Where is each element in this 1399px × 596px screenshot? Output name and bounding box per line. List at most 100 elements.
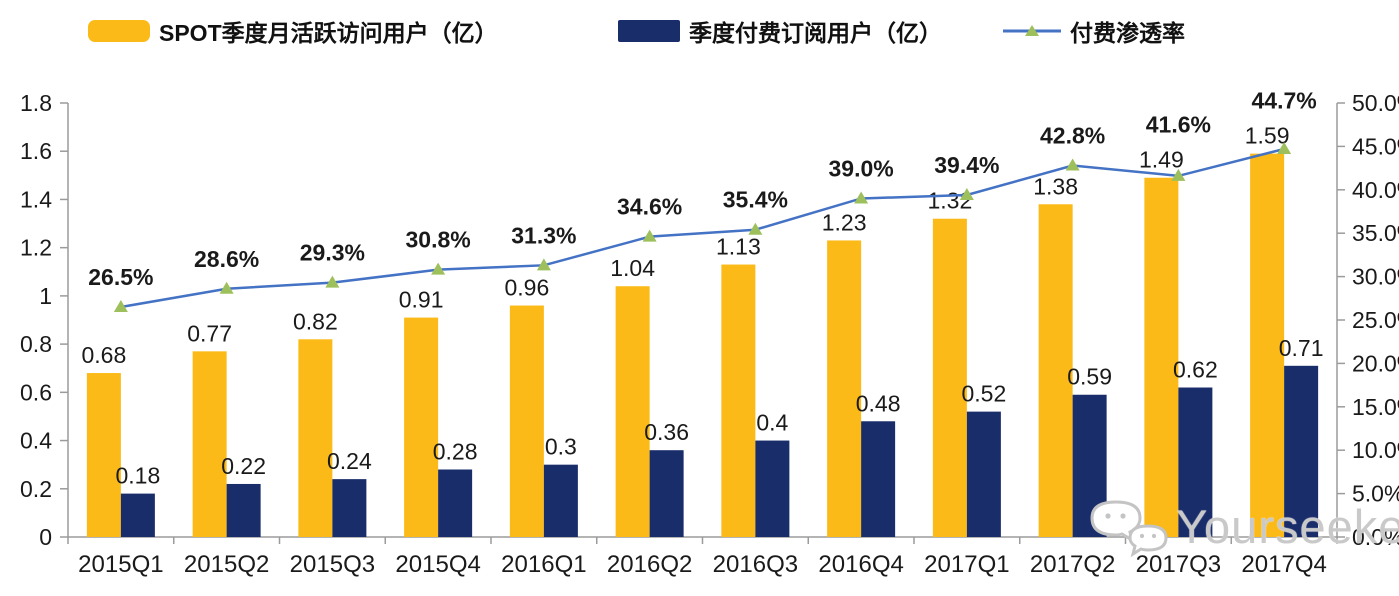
subscriber-bar-value-label: 0.59	[1067, 364, 1112, 390]
mau-bar	[404, 317, 439, 537]
right-axis-tick-label: 50.0%	[1352, 90, 1399, 116]
mau-bar	[721, 264, 756, 537]
right-axis-tick-label: 0.0%	[1352, 524, 1399, 550]
mau-bar-value-label: 1.13	[716, 234, 761, 260]
mau-bar-value-label: 0.68	[81, 342, 126, 368]
mau-bar	[86, 373, 121, 537]
right-axis-tick-label: 45.0%	[1352, 133, 1399, 159]
right-axis-tick-label: 25.0%	[1352, 307, 1399, 333]
subscriber-bar-value-label: 0.52	[961, 381, 1006, 407]
subscriber-bar-value-label: 0.24	[327, 448, 372, 474]
legend-label-penetration: 付费渗透率	[1070, 20, 1185, 46]
mau-bar-value-label: 0.96	[504, 275, 549, 301]
left-axis-tick-label: 1.6	[20, 138, 52, 164]
left-axis-tick-label: 1.4	[20, 186, 52, 212]
x-axis-category-label: 2017Q4	[1241, 551, 1326, 578]
subscriber-bar-value-label: 0.62	[1173, 357, 1218, 383]
right-axis-tick-label: 35.0%	[1352, 220, 1399, 246]
subscriber-bar	[649, 450, 684, 537]
penetration-line	[120, 147, 1285, 309]
right-axis-tick-label: 30.0%	[1352, 264, 1399, 290]
penetration-marker	[1065, 158, 1080, 171]
penetration-marker	[854, 191, 869, 204]
subscriber-bar	[543, 464, 578, 537]
x-axis-category-label: 2015Q4	[395, 551, 480, 578]
penetration-value-label: 28.6%	[194, 246, 259, 272]
mau-bar	[1144, 177, 1179, 537]
mau-bar-value-label: 0.91	[399, 287, 444, 313]
right-axis-tick-label: 20.0%	[1352, 350, 1399, 376]
penetration-marker	[748, 222, 763, 235]
subscriber-bar	[966, 411, 1001, 537]
subscriber-bar	[861, 421, 896, 537]
penetration-marker	[113, 299, 128, 312]
x-axis-category-label: 2016Q3	[713, 551, 798, 578]
subscriber-bar	[1072, 394, 1107, 537]
line-marker-swatch	[1003, 25, 1061, 36]
penetration-marker	[536, 258, 551, 271]
subscriber-bar-value-label: 0.18	[115, 463, 160, 489]
subscriber-bar-value-label: 0.22	[221, 453, 266, 479]
yellow-bar-swatch	[88, 20, 150, 42]
mau-bar-value-label: 1.38	[1033, 173, 1078, 199]
right-axis-tick-label: 40.0%	[1352, 177, 1399, 203]
navy-bar-swatch	[618, 20, 680, 42]
right-axis-tick-label: 5.0%	[1352, 481, 1399, 507]
x-axis-category-label: 2015Q2	[184, 551, 269, 578]
penetration-value-label: 26.5%	[88, 264, 153, 290]
penetration-marker	[959, 188, 974, 201]
right-axis-tick-label: 10.0%	[1352, 437, 1399, 463]
left-axis-tick-label: 1	[39, 283, 52, 309]
subscriber-bar	[755, 440, 790, 537]
subscriber-bar-value-label: 0.3	[545, 434, 577, 460]
left-axis-tick-label: 0	[39, 524, 52, 550]
mau-bar	[827, 240, 862, 537]
subscriber-bar	[120, 493, 155, 537]
x-axis-category-label: 2015Q3	[290, 551, 375, 578]
x-axis-category-label: 2017Q1	[924, 551, 1009, 578]
penetration-value-label: 29.3%	[300, 240, 365, 266]
subscriber-bar-value-label: 0.28	[433, 438, 478, 464]
mau-bar-value-label: 1.59	[1245, 123, 1290, 149]
penetration-value-label: 35.4%	[723, 187, 788, 213]
x-axis-category-label: 2016Q1	[501, 551, 586, 578]
mau-bar	[298, 339, 333, 537]
subscriber-bar	[332, 479, 367, 537]
x-axis-category-label: 2017Q3	[1136, 551, 1221, 578]
penetration-marker	[1171, 168, 1186, 181]
subscriber-bar-value-label: 0.48	[856, 390, 901, 416]
penetration-marker	[642, 229, 657, 242]
penetration-marker	[219, 281, 234, 294]
legend-item-penetration: 付费渗透率	[1003, 16, 1185, 46]
penetration-value-label: 42.8%	[1040, 122, 1105, 148]
legend-item-subscribers: 季度付费订阅用户（亿）	[618, 16, 942, 46]
x-axis-category-label: 2016Q2	[607, 551, 692, 578]
legend-label-subscribers: 季度付费订阅用户（亿）	[689, 20, 942, 46]
penetration-value-label: 30.8%	[406, 227, 471, 253]
subscriber-bar-value-label: 0.36	[644, 419, 689, 445]
penetration-value-label: 39.0%	[829, 155, 894, 181]
penetration-marker	[431, 262, 446, 275]
x-axis-category-label: 2015Q1	[78, 551, 163, 578]
mau-bar	[509, 305, 544, 537]
penetration-marker	[1277, 142, 1292, 155]
x-axis-category-label: 2017Q2	[1030, 551, 1115, 578]
left-axis-tick-label: 0.4	[20, 428, 52, 454]
left-axis-tick-label: 0.8	[20, 331, 52, 357]
mau-bar	[1250, 153, 1285, 537]
subscriber-bar-value-label: 0.4	[756, 410, 788, 436]
subscriber-bar	[1178, 387, 1213, 537]
mau-bar	[192, 351, 227, 537]
penetration-value-label: 41.6%	[1146, 112, 1211, 138]
left-axis-tick-label: 0.2	[20, 476, 52, 502]
penetration-value-label: 39.4%	[934, 152, 999, 178]
legend-label-mau: SPOT季度月活跃访问用户（亿）	[159, 20, 498, 46]
legend-item-mau: SPOT季度月活跃访问用户（亿）	[88, 16, 498, 46]
left-axis-tick-label: 0.6	[20, 379, 52, 405]
subscriber-bar	[226, 483, 261, 537]
subscriber-bar	[1284, 365, 1319, 537]
mau-bar-value-label: 1.04	[610, 255, 655, 281]
mau-bar-value-label: 1.49	[1139, 147, 1184, 173]
